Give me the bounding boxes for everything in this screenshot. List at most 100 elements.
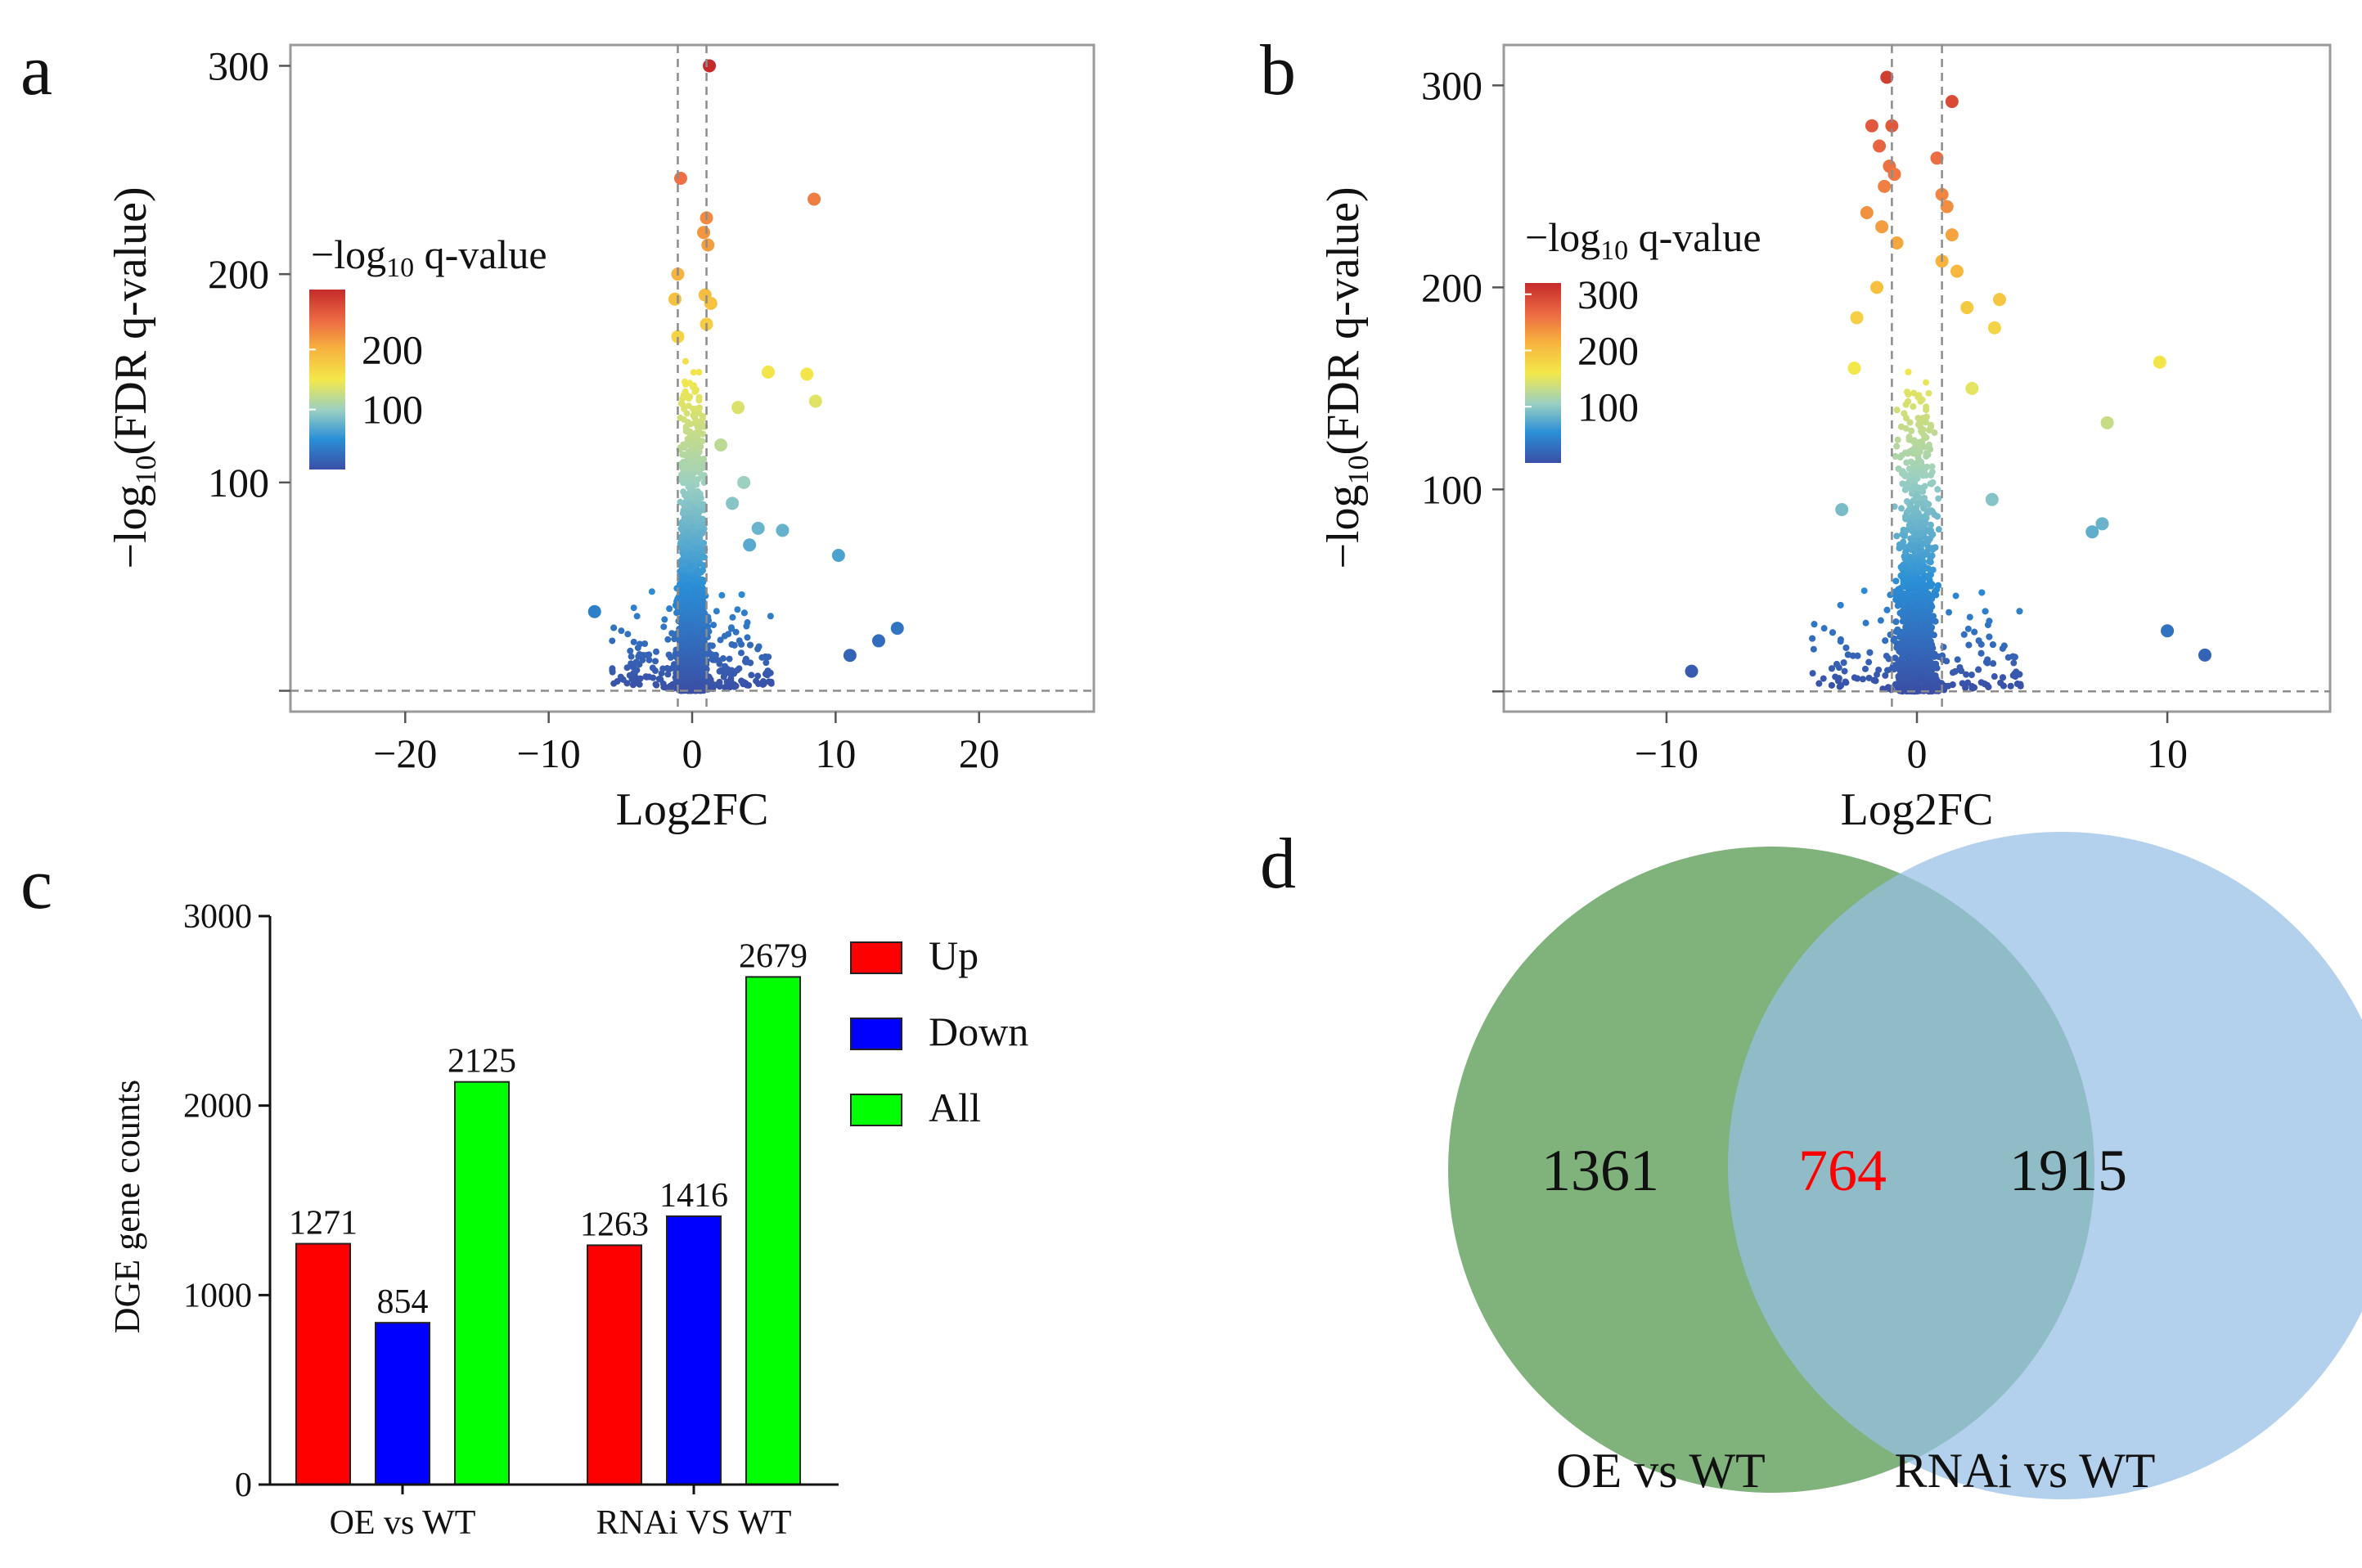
y-axis-title-a-suffix: (FDR q-value) [106, 186, 156, 455]
scatter-point [742, 655, 749, 663]
scatter-point [754, 681, 762, 688]
scatter-point [692, 592, 700, 600]
scatter-point [1865, 658, 1873, 666]
scatter-point-extreme [701, 238, 715, 252]
scatter-point [699, 438, 706, 445]
scatter-point [660, 623, 668, 631]
scatter-point [1916, 447, 1923, 455]
scatter-point [1910, 403, 1917, 411]
scatter-point [690, 544, 697, 551]
scatter-point [653, 648, 660, 655]
scatter-point [685, 438, 692, 445]
scatter-point [1916, 419, 1923, 426]
scatter-point [641, 640, 649, 648]
scatter-point [1829, 629, 1837, 636]
scatter-point [1935, 526, 1942, 533]
scatter-point [686, 575, 693, 582]
scatter-point [725, 631, 732, 638]
scatter-point [1923, 548, 1931, 555]
scatter-point [1902, 401, 1910, 408]
scatter-point [762, 653, 769, 660]
scatter-point [1921, 470, 1928, 477]
scatter-point [687, 609, 695, 616]
scatter-point [2011, 654, 2018, 661]
scatter-point [1905, 391, 1912, 398]
scatter-point [1875, 666, 1883, 673]
scatter-point [677, 498, 684, 505]
scatter-point [1811, 621, 1818, 628]
scatter-point [1892, 452, 1899, 460]
scatter-point [1977, 649, 1985, 657]
scatter-point [624, 631, 632, 638]
x-tick-label: 10 [815, 730, 856, 776]
scatter-point [1964, 679, 1972, 686]
scatter-point [1989, 641, 1996, 649]
y-axis-title-a: −log10(FDR q-value) [106, 186, 162, 568]
scatter-point [679, 659, 686, 667]
scatter-point [661, 616, 668, 623]
scatter-point [684, 581, 691, 588]
scatter-point [1844, 651, 1851, 658]
scatter-point [643, 673, 650, 681]
scatter-point [1859, 676, 1866, 683]
scatter-point [1952, 592, 1959, 600]
scatter-point [686, 452, 693, 459]
scatter-point [738, 649, 745, 657]
scatter-point [690, 601, 697, 609]
scatter-point [1899, 543, 1906, 550]
scatter-point [678, 533, 686, 541]
scatter-point [699, 640, 706, 648]
scatter-point [698, 592, 705, 600]
scatter-point [1908, 427, 1915, 434]
scatter-point [1986, 633, 1993, 640]
scatter-point [697, 648, 704, 655]
scatter-point [689, 524, 696, 532]
scatter-point [1892, 618, 1900, 626]
scatter-point [689, 493, 696, 501]
scatter-point [677, 669, 685, 676]
scatter-point [628, 653, 635, 660]
scatter-point [1928, 463, 1936, 470]
scatter-point [614, 678, 621, 685]
scatter-point [738, 591, 745, 598]
scatter-point [760, 681, 767, 688]
colorbar-title-a-suffix: q-value [414, 231, 547, 277]
scatter-point [699, 515, 706, 523]
x-tick-label: −10 [517, 730, 581, 776]
scatter-point [1854, 652, 1861, 659]
scatter-point [1905, 368, 1912, 375]
scatter-point [689, 671, 696, 678]
scatter-point [707, 678, 714, 685]
scatter-point [686, 565, 693, 573]
scatter-point [717, 636, 724, 644]
scatter-point [699, 604, 706, 611]
scatter-point [682, 388, 689, 395]
scatter-point [692, 416, 700, 424]
scatter-point [1928, 603, 1935, 610]
scatter-point [1885, 655, 1892, 663]
scatter-point [718, 667, 725, 674]
scatter-point [1990, 660, 1997, 667]
scatter-point [695, 475, 702, 483]
scatter-point [1911, 571, 1919, 578]
scatter-point [1837, 601, 1844, 609]
scatter-point-extreme [743, 538, 757, 552]
scatter-point [695, 492, 703, 500]
scatter-point-extreme [751, 521, 765, 535]
scatter-point [680, 441, 687, 448]
scatter-point [1883, 606, 1891, 613]
scatter-point [685, 663, 692, 671]
scatter-point [738, 677, 745, 685]
scatter-point [664, 671, 672, 678]
scatter-point [699, 636, 706, 643]
scatter-point [681, 378, 688, 385]
scatter-point [692, 453, 700, 461]
scatter-point [731, 681, 738, 689]
scatter-point [686, 393, 693, 401]
scatter-point [1922, 519, 1929, 527]
scatter-point [683, 515, 691, 523]
scatter-point [1928, 471, 1935, 478]
scatter-point [693, 405, 700, 412]
scatter-point [1929, 613, 1937, 620]
